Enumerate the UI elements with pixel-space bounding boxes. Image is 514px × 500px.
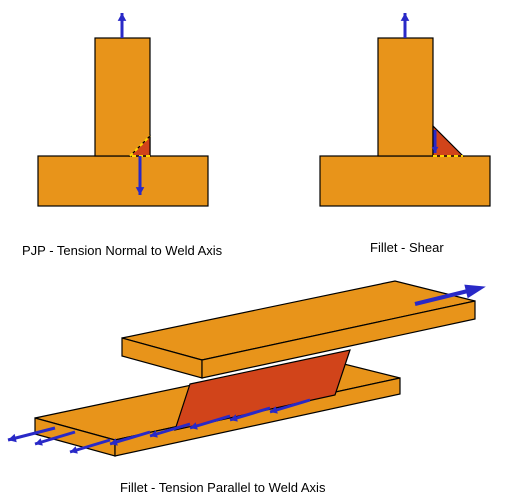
label-pjp: PJP - Tension Normal to Weld Axis — [22, 243, 222, 258]
label-fillet-parallel: Fillet - Tension Parallel to Weld Axis — [120, 480, 325, 495]
label-fillet-shear: Fillet - Shear — [370, 240, 444, 255]
